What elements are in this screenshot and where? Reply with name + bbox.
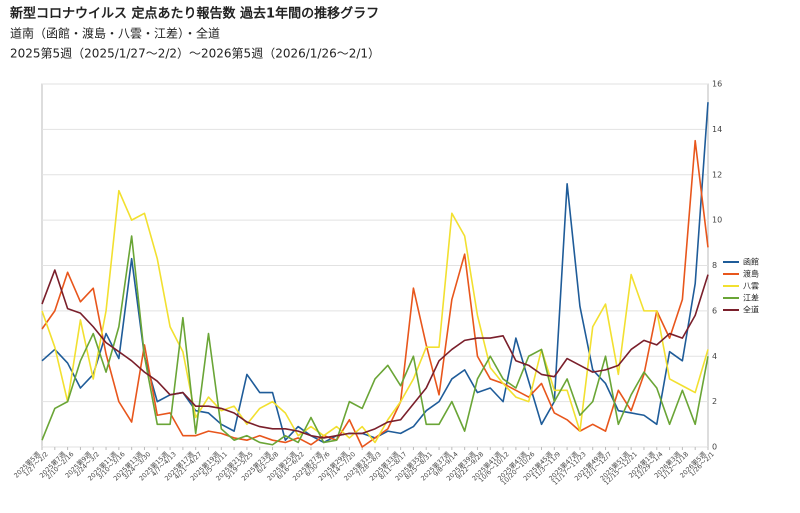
legend-label: 函館 bbox=[743, 257, 759, 267]
legend-label: 八雲 bbox=[743, 282, 759, 291]
chart-subtitle: 道南（函館・渡島・八雲・江差）・全道 bbox=[10, 26, 220, 41]
chart-period: 2025第5週（2025/1/27〜2/2）〜2026第5週（2026/1/26… bbox=[10, 47, 380, 61]
legend-label: 渡島 bbox=[743, 269, 759, 279]
chart-title: 新型コロナウイルス 定点あたり報告数 過去1年間の推移グラフ bbox=[10, 6, 379, 22]
series-line bbox=[41, 189, 709, 444]
series-line bbox=[41, 269, 709, 439]
y-tick-label: 0 bbox=[712, 443, 717, 452]
y-tick-label: 4 bbox=[712, 352, 717, 361]
y-tick-label: 10 bbox=[712, 216, 722, 225]
y-tick-label: 12 bbox=[712, 170, 722, 179]
legend-label: 全道 bbox=[743, 305, 759, 315]
series-line bbox=[41, 139, 709, 448]
y-tick-label: 14 bbox=[712, 125, 722, 134]
legend-label: 江差 bbox=[743, 293, 759, 303]
y-tick-label: 6 bbox=[712, 306, 717, 315]
y-tick-label: 16 bbox=[712, 80, 722, 89]
y-tick-label: 2 bbox=[712, 397, 717, 406]
y-tick-label: 8 bbox=[712, 261, 717, 270]
series-line bbox=[41, 235, 709, 446]
